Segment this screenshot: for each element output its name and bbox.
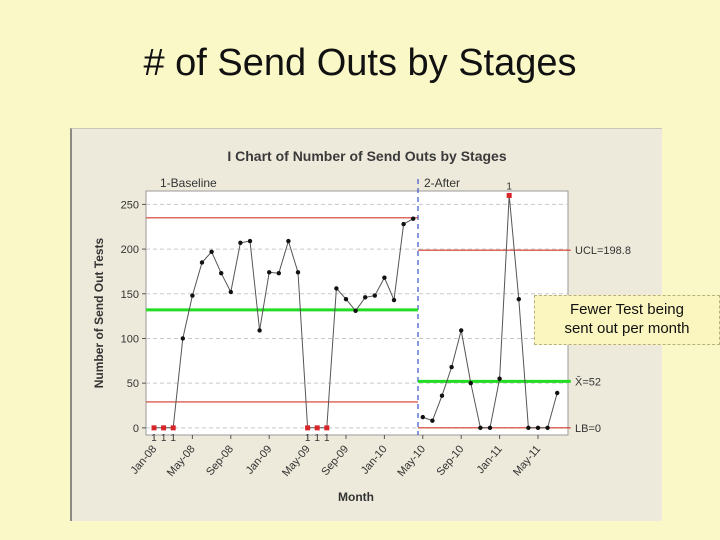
data-point <box>180 336 185 341</box>
x-tick-label: Sep-10 <box>434 443 466 478</box>
out-of-control-point <box>314 425 320 431</box>
mean-label: X̄=52 <box>575 376 601 389</box>
out-of-control-point <box>324 425 330 431</box>
data-point <box>459 328 464 333</box>
data-point <box>497 376 502 381</box>
data-point <box>363 295 368 300</box>
data-point <box>382 275 387 280</box>
data-point <box>535 425 541 431</box>
x-tick-label: May-09 <box>280 443 313 479</box>
data-point <box>276 271 281 276</box>
chart-svg: 1111111 050100150200250Jan-08May-08Sep-0… <box>92 148 631 504</box>
x-tick-label: Sep-09 <box>319 443 351 478</box>
data-point <box>411 216 416 221</box>
data-point <box>343 296 349 302</box>
y-tick-label: 0 <box>133 423 139 435</box>
data-point <box>391 297 397 303</box>
y-tick-label: 200 <box>121 244 139 256</box>
data-point <box>267 270 272 275</box>
y-tick-label: 100 <box>121 333 139 345</box>
x-tick-label: Jan-10 <box>359 443 390 476</box>
x-tick-label: May-11 <box>511 443 543 478</box>
data-point <box>228 289 233 295</box>
stage-label: 1-Baseline <box>160 176 217 190</box>
data-series: 1111111 <box>151 181 560 444</box>
data-point <box>449 364 454 370</box>
data-point <box>219 271 224 276</box>
x-tick-label: May-10 <box>395 443 428 479</box>
stage-label: 2-After <box>424 176 460 190</box>
data-point <box>247 238 253 244</box>
data-point <box>487 425 493 431</box>
callout-line: Fewer Test being <box>570 301 684 318</box>
y-tick-label: 150 <box>121 289 139 301</box>
plot-area <box>145 190 569 436</box>
data-point <box>468 380 473 386</box>
test-label: 1 <box>170 433 176 444</box>
data-point <box>555 390 560 396</box>
ucl-label: UCL=198.8 <box>575 245 631 257</box>
out-of-control-point <box>506 192 512 198</box>
data-point <box>372 293 377 298</box>
test-label: 1 <box>324 433 330 444</box>
data-point <box>401 221 406 227</box>
data-point <box>286 238 291 244</box>
data-point <box>516 296 521 302</box>
data-point <box>238 240 243 246</box>
grid-lines <box>146 203 568 429</box>
data-point <box>420 414 425 420</box>
x-tick-label: Jan-08 <box>128 443 159 476</box>
data-point <box>199 260 205 265</box>
out-of-control-point <box>305 425 311 431</box>
y-tick-label: 250 <box>121 199 139 211</box>
data-point <box>257 328 262 333</box>
data-point <box>334 286 339 291</box>
y-tick-label: 50 <box>127 378 139 390</box>
out-of-control-point <box>161 425 167 431</box>
test-label: 1 <box>314 433 320 444</box>
callout-line: sent out per month <box>564 320 690 337</box>
data-point <box>353 308 358 313</box>
test-label: 1 <box>161 433 167 444</box>
x-axis-label: Month <box>338 490 374 504</box>
lcl-label: LB=0 <box>575 423 601 435</box>
data-point <box>478 425 483 431</box>
y-axis-label: Number of Send Out Tests <box>92 237 106 388</box>
slide-title: # of Send Outs by Stages <box>143 42 577 84</box>
data-point <box>526 425 531 431</box>
data-point <box>430 418 435 423</box>
x-tick-label: Sep-08 <box>204 443 236 478</box>
chart-title: I Chart of Number of Send Outs by Stages <box>227 148 506 164</box>
series-line <box>154 218 414 429</box>
x-tick-label: Jan-11 <box>475 443 505 476</box>
data-point <box>439 393 445 398</box>
control-limits <box>146 179 571 435</box>
out-of-control-point <box>151 425 157 431</box>
test-label: 1 <box>506 181 512 192</box>
data-point <box>190 293 195 298</box>
x-tick-label: May-08 <box>165 443 198 479</box>
data-point <box>209 249 214 254</box>
x-tick-label: Jan-09 <box>244 443 275 476</box>
data-point <box>295 270 301 275</box>
data-point <box>545 425 550 431</box>
callout-note: Fewer Test being sent out per month <box>534 295 720 345</box>
out-of-control-point <box>170 425 176 431</box>
